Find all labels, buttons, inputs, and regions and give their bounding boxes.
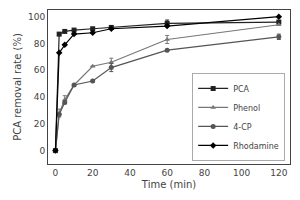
svg-text:0: 0 [39, 146, 45, 156]
svg-text:PCA: PCA [233, 85, 249, 94]
svg-text:60: 60 [34, 65, 46, 75]
svg-text:Phenol: Phenol [233, 104, 260, 113]
svg-text:60: 60 [161, 168, 173, 178]
svg-text:40: 40 [34, 92, 46, 102]
svg-text:0: 0 [53, 168, 59, 178]
svg-text:PCA removal rate (%): PCA removal rate (%) [12, 33, 23, 141]
svg-text:100: 100 [233, 168, 250, 178]
svg-text:100: 100 [28, 12, 45, 22]
svg-text:Rhodamine: Rhodamine [233, 142, 279, 151]
svg-text:Time (min): Time (min) [141, 179, 196, 190]
svg-text:20: 20 [87, 168, 99, 178]
svg-text:40: 40 [124, 168, 136, 178]
svg-text:20: 20 [34, 119, 46, 129]
svg-text:120: 120 [270, 168, 287, 178]
svg-text:4-CP: 4-CP [233, 123, 252, 132]
svg-text:80: 80 [34, 39, 46, 49]
svg-text:80: 80 [199, 168, 211, 178]
